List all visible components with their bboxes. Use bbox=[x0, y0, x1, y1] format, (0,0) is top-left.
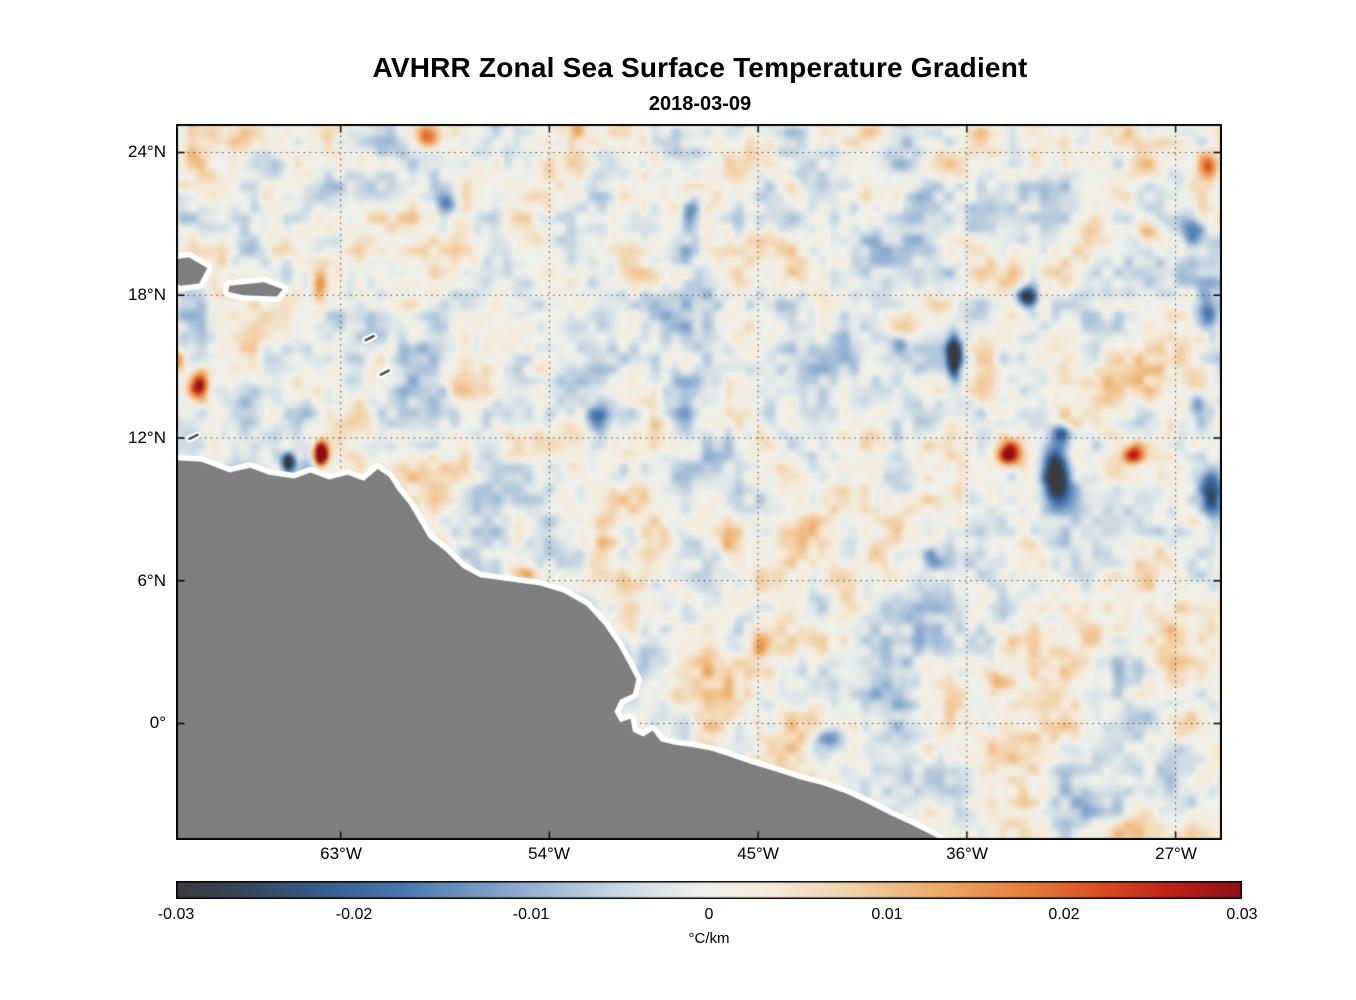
y-tick-label-12n: 12°N bbox=[128, 428, 166, 447]
colorbar-tick-label: 0.03 bbox=[1226, 906, 1258, 923]
colorbar-tick-label: -0.03 bbox=[157, 906, 195, 923]
x-tick-label-36w: 36°W bbox=[946, 844, 988, 863]
colorbar bbox=[176, 881, 1242, 899]
x-tick-label-54w: 54°W bbox=[528, 844, 570, 863]
colorbar-tick-label: 0.02 bbox=[1048, 906, 1080, 923]
y-tick-label-24n: 24°N bbox=[128, 142, 166, 161]
x-tick-label-45w: 45°W bbox=[737, 844, 779, 863]
y-tick-label-0: 0° bbox=[149, 713, 166, 732]
colorbar-tick-label: 0 bbox=[704, 906, 714, 923]
sst-gradient-heatmap-canvas bbox=[176, 124, 1222, 840]
chart-subtitle: 2018-03-09 bbox=[648, 93, 752, 115]
chart-title: AVHRR Zonal Sea Surface Temperature Grad… bbox=[372, 52, 1028, 83]
y-tick-label-6n: 6°N bbox=[137, 571, 166, 590]
colorbar-tick-label: 0.01 bbox=[871, 906, 903, 923]
colorbar-tick-label: -0.01 bbox=[512, 906, 550, 923]
x-tick-label-27w: 27°W bbox=[1155, 844, 1197, 863]
colorbar-tick-label: -0.02 bbox=[335, 906, 373, 923]
y-tick-label-18n: 18°N bbox=[128, 285, 166, 304]
colorbar-unit-label: °C/km bbox=[688, 930, 730, 947]
x-tick-label-63w: 63°W bbox=[320, 844, 362, 863]
